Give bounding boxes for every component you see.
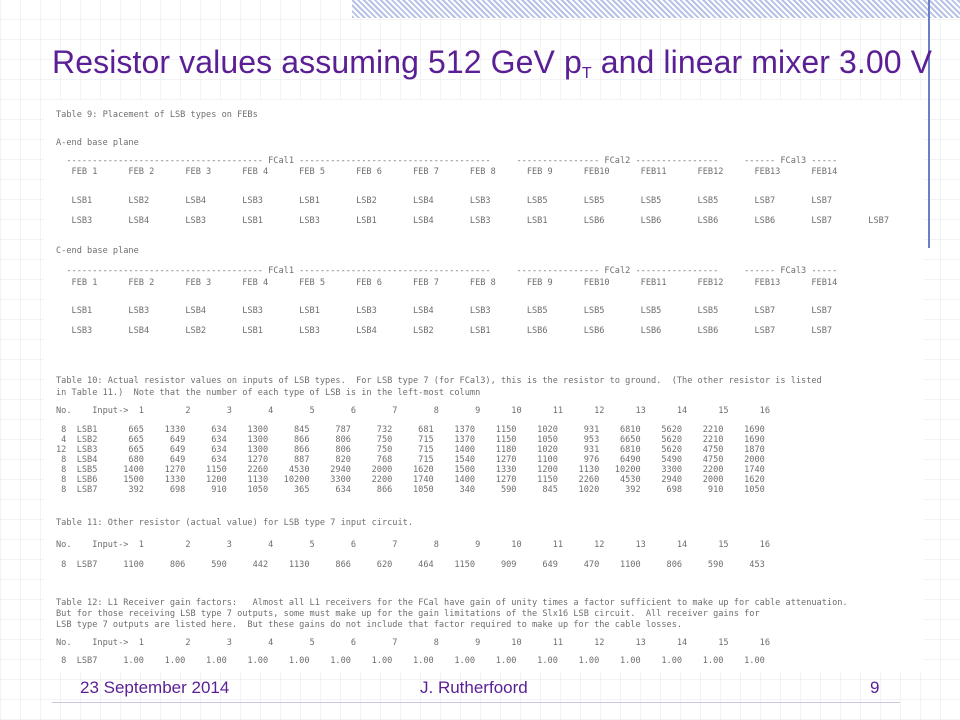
doc-line: -------------------------------------- F… xyxy=(56,266,838,276)
footer-rule xyxy=(52,702,900,703)
document-image: Table 9: Placement of LSB types on FEBs … xyxy=(44,100,924,672)
title-main: Resistor values assuming 512 GeV p xyxy=(52,44,582,80)
doc-line: in Table 11.) Note that the number of ea… xyxy=(56,388,481,398)
title-subscript: T xyxy=(581,65,592,82)
doc-line: C-end base plane xyxy=(56,246,139,256)
doc-line: LSB type 7 outputs are listed here. But … xyxy=(56,620,683,630)
doc-line: Table 9: Placement of LSB types on FEBs xyxy=(56,110,258,120)
doc-line: 8 LSB7 1.00 1.00 1.00 1.00 1.00 1.00 1.0… xyxy=(56,656,765,666)
doc-line: 8 LSB7 392 698 910 1050 365 634 866 1050… xyxy=(56,485,765,495)
doc-line: LSB3 LSB4 LSB3 LSB1 LSB3 LSB1 LSB4 LSB3 … xyxy=(56,216,889,226)
slide-title: Resistor values assuming 512 GeV pT and … xyxy=(52,44,932,83)
doc-line: 8 LSB4 680 649 634 1270 887 820 768 715 … xyxy=(56,455,765,465)
accent-vertical-line xyxy=(928,0,930,248)
doc-line: 4 LSB2 665 649 634 1300 866 806 750 715 … xyxy=(56,435,765,445)
corner-pattern xyxy=(352,0,960,18)
footer-date: 23 September 2014 xyxy=(80,678,230,697)
doc-line: LSB1 LSB3 LSB4 LSB3 LSB1 LSB3 LSB4 LSB3 … xyxy=(56,306,833,316)
doc-line: FEB 1 FEB 2 FEB 3 FEB 4 FEB 5 FEB 6 FEB … xyxy=(56,278,838,288)
title-rest: and linear mixer 3.00 V xyxy=(591,44,933,80)
doc-line: A-end base plane xyxy=(56,138,139,148)
doc-line: LSB1 LSB2 LSB4 LSB3 LSB1 LSB2 LSB4 LSB3 … xyxy=(56,196,833,206)
footer-page-number: 9 xyxy=(870,678,880,697)
doc-line: Table 10: Actual resistor values on inpu… xyxy=(56,376,822,386)
doc-line: No. Input-> 1 2 3 4 5 6 7 8 9 10 11 12 1… xyxy=(56,406,770,416)
doc-line: No. Input-> 1 2 3 4 5 6 7 8 9 10 11 12 1… xyxy=(56,540,770,550)
footer-author: J. Rutherfoord xyxy=(420,678,528,697)
doc-line: Table 11: Other resistor (actual value) … xyxy=(56,518,413,528)
doc-line: No. Input-> 1 2 3 4 5 6 7 8 9 10 11 12 1… xyxy=(56,638,770,648)
doc-line: 8 LSB7 1100 806 590 442 1130 866 620 464… xyxy=(56,560,765,570)
doc-line: LSB3 LSB4 LSB2 LSB1 LSB3 LSB4 LSB2 LSB1 … xyxy=(56,326,833,336)
doc-line: Table 12: L1 Receiver gain factors: Almo… xyxy=(56,598,848,608)
doc-line: FEB 1 FEB 2 FEB 3 FEB 4 FEB 5 FEB 6 FEB … xyxy=(56,167,838,177)
doc-line: 8 LSB6 1500 1330 1200 1130 10200 3300 22… xyxy=(56,475,765,485)
doc-line: 8 LSB5 1400 1270 1150 2260 4530 2940 200… xyxy=(56,465,765,475)
doc-line: 8 LSB1 665 1330 634 1300 845 787 732 681… xyxy=(56,425,765,435)
doc-line: -------------------------------------- F… xyxy=(56,156,838,166)
doc-line: 12 LSB3 665 649 634 1300 866 806 750 715… xyxy=(56,445,765,455)
doc-line: But for those receiving LSB type 7 outpu… xyxy=(56,609,760,619)
